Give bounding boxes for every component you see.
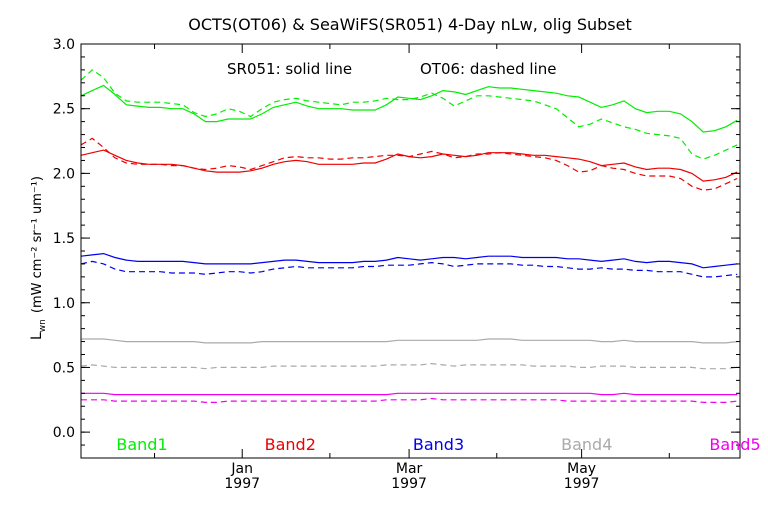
- y-axis: 0.0 0.5 1.0 1.5 2.0 2.5 3.0: [53, 37, 740, 459]
- y-tick-label: 1.5: [53, 231, 75, 247]
- y-tick-label: 2.0: [53, 166, 75, 182]
- legend-item-band3: Band3: [413, 435, 464, 454]
- y-tick-label: 1.0: [53, 296, 75, 312]
- x-tick-label-month: May: [567, 461, 596, 477]
- x-tick-label-year: 1997: [224, 476, 260, 492]
- series-line-band2-dashed: [80, 137, 738, 191]
- svg-text:Lwn(mW cm⁻² sr⁻¹ um⁻¹): Lwn (mW cm⁻² sr⁻¹ um⁻¹): [29, 176, 48, 340]
- y-axis-label-main: L: [29, 332, 45, 340]
- annotation-solid: SR051: solid line: [227, 60, 352, 78]
- annotation-dashed: OT06: dashed line: [420, 60, 557, 78]
- legend: Band1 Band2 Band3 Band4 Band5: [116, 435, 760, 454]
- y-axis-label: Lwn (mW cm⁻² sr⁻¹ um⁻¹): [29, 176, 48, 340]
- legend-item-band4: Band4: [561, 435, 612, 454]
- legend-item-band5: Band5: [709, 435, 760, 454]
- series-layer: [80, 69, 738, 403]
- annotation: SR051: solid line OT06: dashed line: [227, 60, 557, 78]
- series-line-band1-solid: [80, 84, 738, 133]
- y-tick-label: 2.5: [53, 102, 75, 118]
- series-line-band5-solid: [81, 392, 738, 396]
- x-tick-label-month: Jan: [230, 461, 253, 477]
- series-line-band3-dashed: [80, 260, 738, 278]
- y-axis-label-subscript: wn: [38, 319, 48, 332]
- y-tick-label: 3.0: [53, 37, 75, 53]
- x-tick-label-year: 1997: [564, 476, 600, 492]
- x-tick-label-year: 1997: [391, 476, 427, 492]
- series-line-band4-solid: [81, 338, 738, 344]
- legend-item-band2: Band2: [265, 435, 316, 454]
- chart-title: OCTS(OT06) & SeaWiFS(SR051) 4-Day nLw, o…: [188, 15, 632, 34]
- y-axis-label-units: (mW cm⁻² sr⁻¹ um⁻¹): [30, 176, 45, 313]
- y-tick-label: 0.5: [53, 360, 75, 376]
- series-line-band1-dashed: [80, 69, 738, 160]
- x-tick-label-month: Mar: [396, 461, 423, 477]
- legend-item-band1: Band1: [116, 435, 167, 454]
- y-tick-label: 0.0: [53, 425, 75, 441]
- series-line-band3-solid: [80, 252, 738, 269]
